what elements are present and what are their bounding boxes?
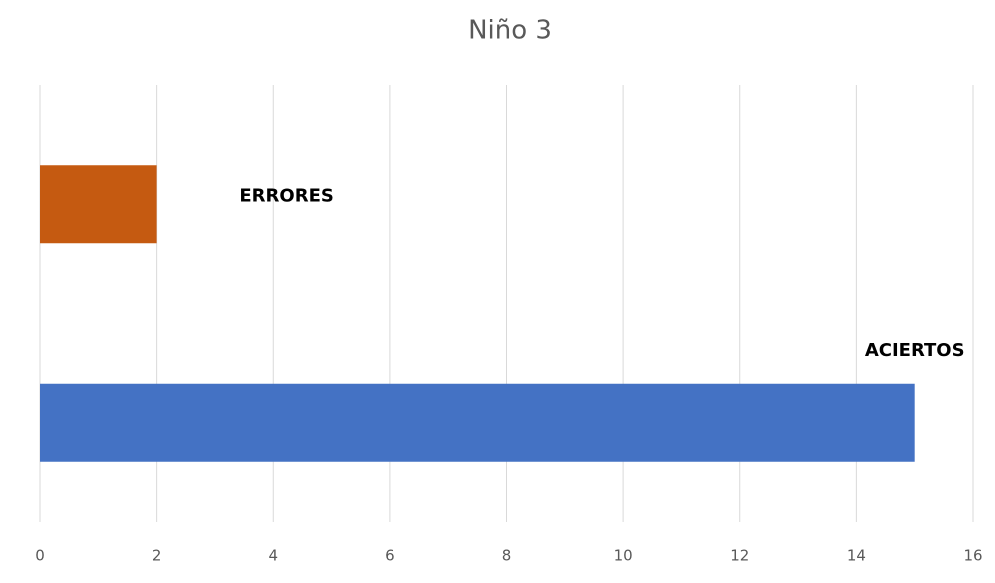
- x-tick-label: 2: [152, 547, 162, 565]
- x-tick-label: 10: [614, 547, 633, 565]
- bar: [40, 383, 915, 462]
- category-label: ERRORES: [239, 185, 333, 206]
- x-tick-label: 0: [35, 547, 45, 565]
- chart-title: Niño 3: [468, 16, 552, 46]
- x-tick-label: 16: [963, 547, 982, 565]
- x-tick-label: 8: [502, 547, 512, 565]
- category-label: ACIERTOS: [865, 340, 965, 361]
- x-tick-label: 12: [730, 547, 749, 565]
- bar: [40, 165, 157, 244]
- x-tick-label: 4: [268, 547, 278, 565]
- x-tick-label: 6: [385, 547, 395, 565]
- x-tick-label: 14: [847, 547, 866, 565]
